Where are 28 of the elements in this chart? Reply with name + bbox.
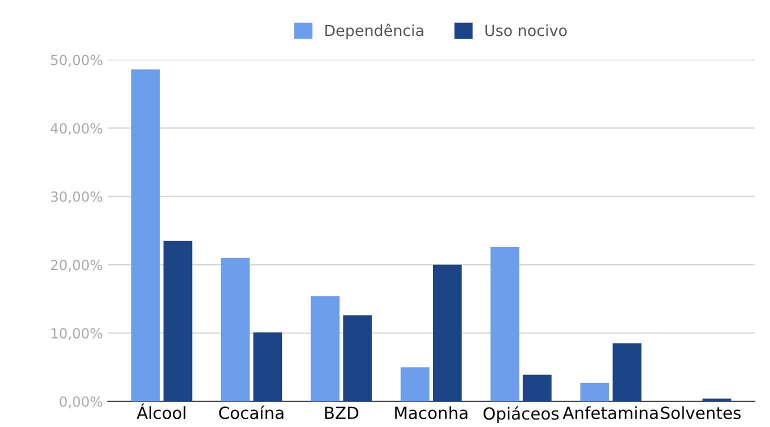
bar — [490, 246, 520, 402]
x-tick-label: BZD — [325, 406, 358, 419]
x-tick-label: Cocaína — [219, 406, 284, 420]
bar — [580, 382, 610, 402]
bar — [432, 264, 462, 402]
y-tick-label: 30,00% — [51, 191, 102, 204]
x-tick-label: Anfetamina — [562, 406, 658, 420]
y-tick-label: 50,00% — [51, 54, 102, 67]
bar — [400, 367, 430, 402]
bar — [343, 315, 372, 402]
y-tick-label: 40,00% — [50, 123, 102, 135]
y-tick-label: 20,00% — [51, 260, 102, 272]
y-tick-label: 0,00% — [60, 396, 102, 408]
x-tick-label: Maconha — [395, 406, 468, 420]
y-tick-label: 10,00% — [52, 328, 102, 340]
x-tick-label: Álcool — [136, 403, 186, 420]
bar — [522, 374, 552, 402]
bar — [131, 69, 160, 402]
bar — [220, 258, 250, 402]
legend-label: Dependência — [325, 24, 424, 40]
bar — [163, 240, 192, 402]
x-tick-label: Opiáceos — [484, 406, 559, 424]
bar — [612, 343, 642, 402]
bar — [310, 296, 340, 402]
x-tick-label: Solventes — [661, 406, 741, 420]
legend-label: Uso nocivo — [485, 24, 567, 36]
bar — [702, 398, 732, 402]
bar — [253, 332, 282, 402]
